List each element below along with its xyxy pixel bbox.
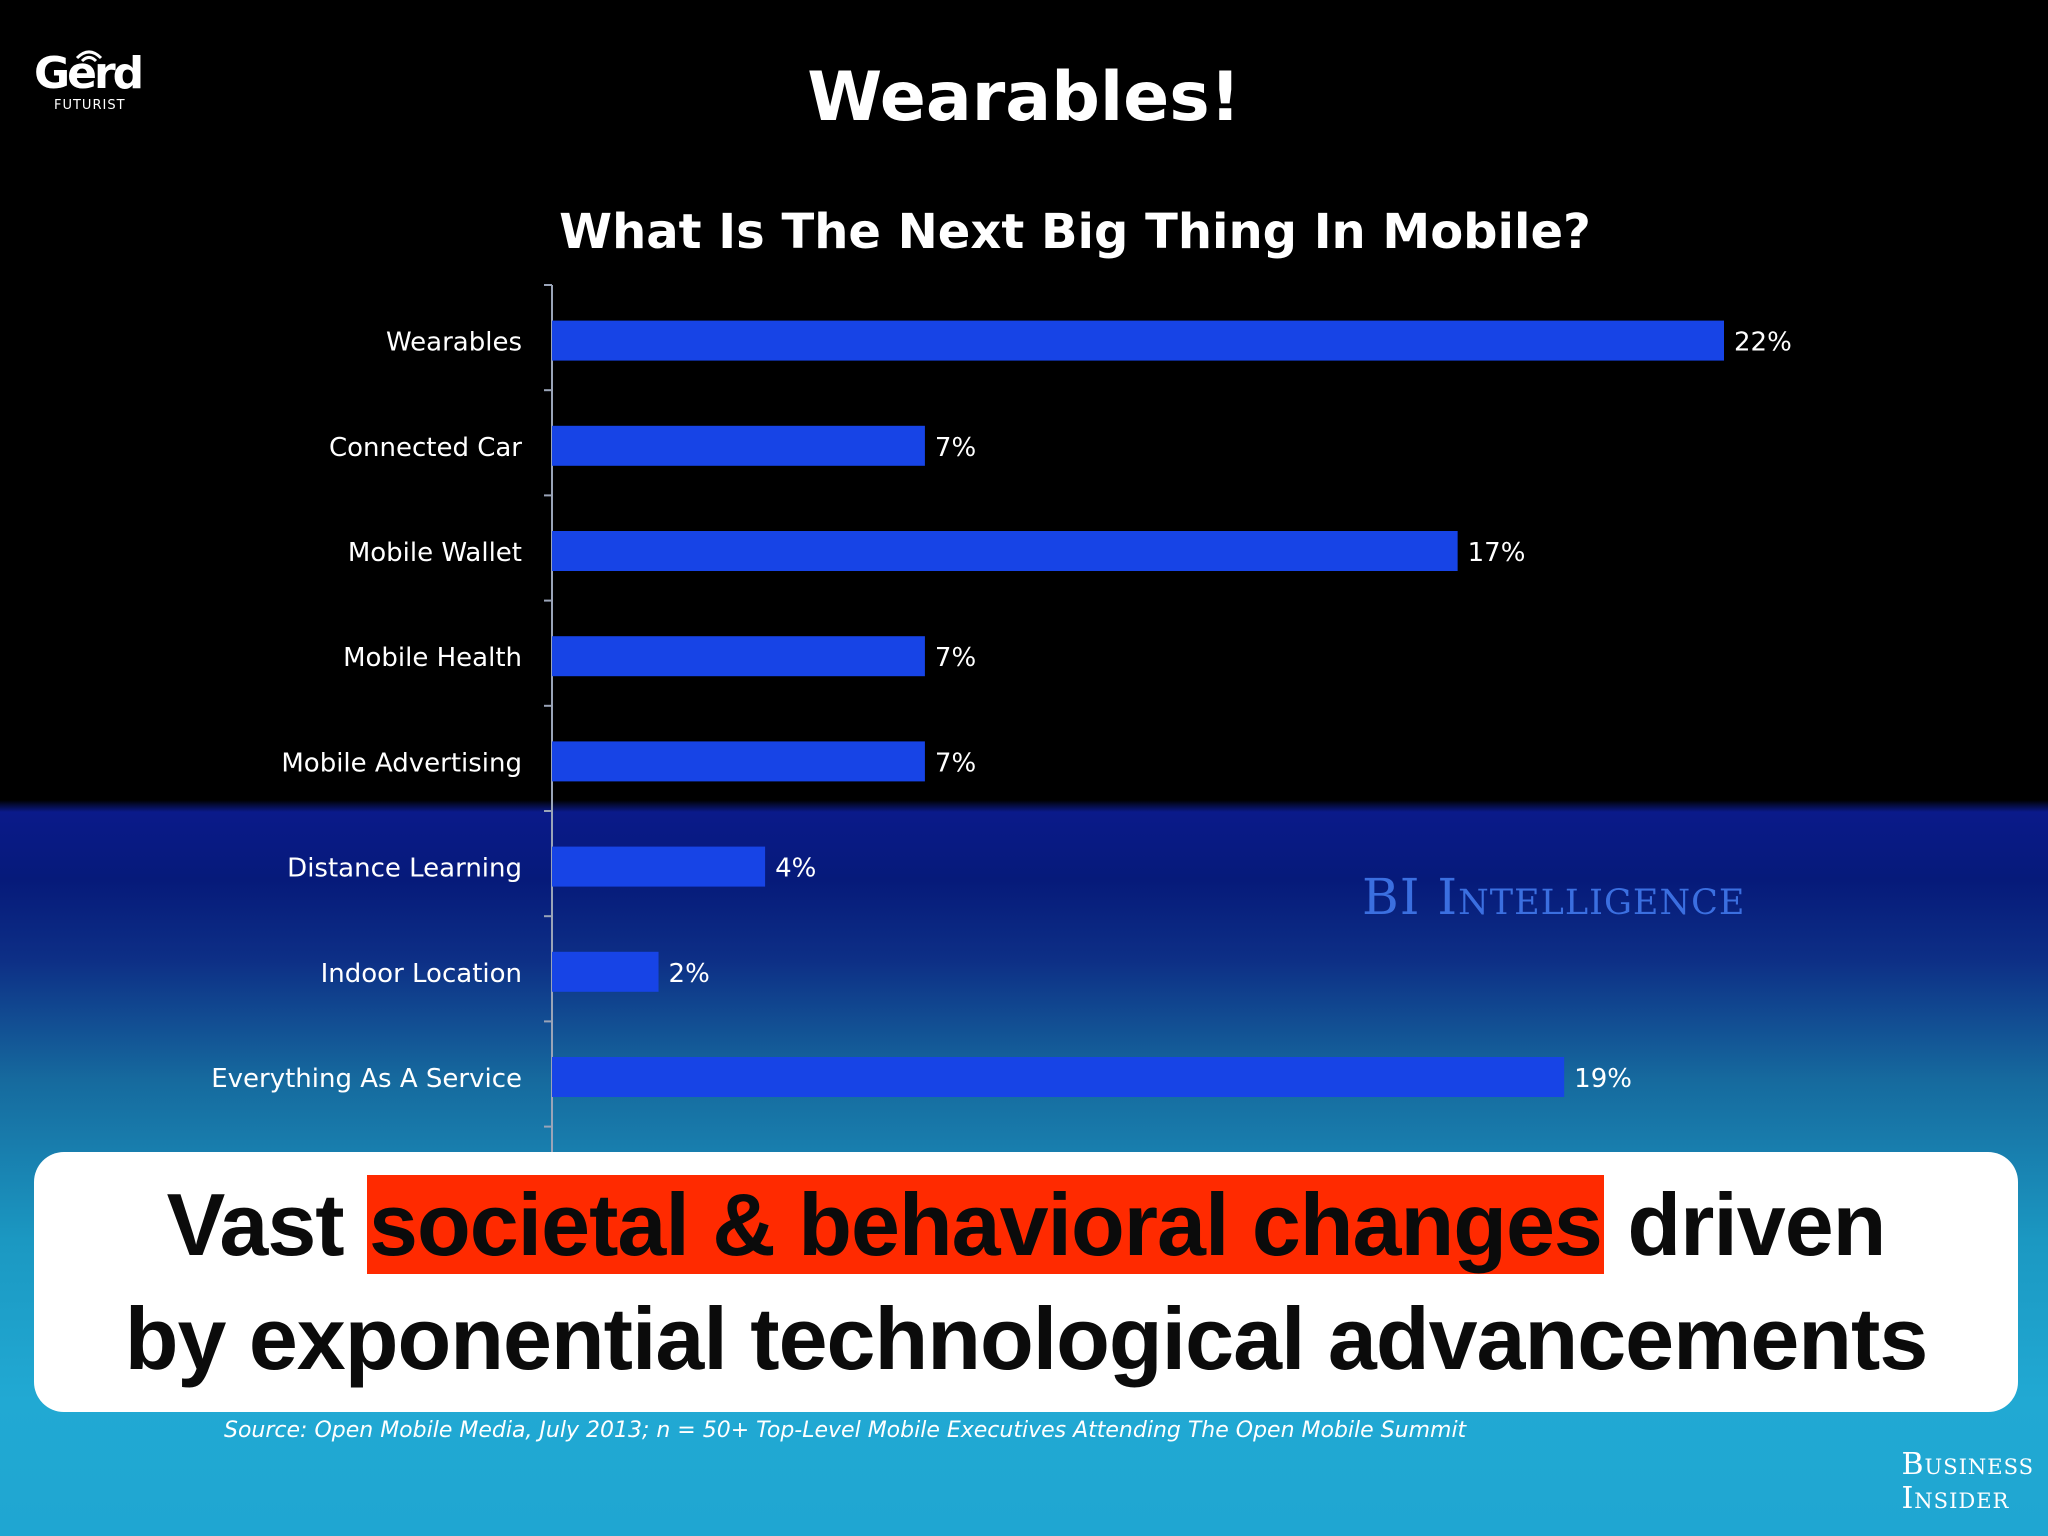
value-label: 22% xyxy=(1734,328,1792,358)
category-label: Connected Car xyxy=(329,433,522,463)
bar xyxy=(552,425,925,466)
chart-title: What Is The Next Big Thing In Mobile? xyxy=(559,204,1591,260)
bar xyxy=(552,531,1458,571)
category-label: Mobile Wallet xyxy=(348,538,522,568)
wifi-icon xyxy=(75,50,103,63)
caption-pre: Vast xyxy=(166,1175,368,1274)
bar xyxy=(552,951,659,992)
publisher-line2: Insider xyxy=(1901,1481,2010,1516)
caption-highlight: societal & behavioral changes xyxy=(367,1175,1604,1274)
value-label: 4% xyxy=(775,854,816,884)
category-label: Indoor Location xyxy=(321,959,522,989)
value-label: 7% xyxy=(935,643,976,673)
value-label: 7% xyxy=(935,433,976,463)
caption-line2: by exponential technological advancement… xyxy=(124,1289,1929,1388)
publisher-line1: Business xyxy=(1901,1447,2034,1482)
category-label: Distance Learning xyxy=(287,854,522,884)
bar xyxy=(552,1057,1565,1097)
source-note: Source: Open Mobile Media, July 2013; n … xyxy=(224,1418,1467,1443)
value-label: 17% xyxy=(1468,538,1526,568)
category-label: Wearables xyxy=(386,328,522,358)
slide-title: Wearables! xyxy=(807,58,1241,137)
caption-box: Vast societal & behavioral changes drive… xyxy=(34,1152,2018,1412)
category-label: Mobile Advertising xyxy=(281,748,522,778)
bar xyxy=(552,741,925,782)
bar xyxy=(552,320,1724,361)
bar xyxy=(552,846,766,887)
value-label: 7% xyxy=(935,748,976,778)
gerd-futurist-logo: Gerd FUTURIST xyxy=(34,50,144,113)
bi-intelligence-watermark: BI Intelligence xyxy=(1362,868,1746,926)
business-insider-logo: Business Insider xyxy=(1901,1448,2034,1516)
bar xyxy=(552,636,925,677)
value-label: 19% xyxy=(1574,1064,1632,1094)
category-label: Mobile Health xyxy=(343,643,522,673)
caption-text: Vast societal & behavioral changes drive… xyxy=(34,1168,2018,1396)
value-label: 2% xyxy=(669,959,710,989)
caption-post: driven xyxy=(1603,1175,1886,1274)
logo-subtitle: FUTURIST xyxy=(54,98,126,113)
category-label: Everything As A Service xyxy=(211,1064,522,1094)
